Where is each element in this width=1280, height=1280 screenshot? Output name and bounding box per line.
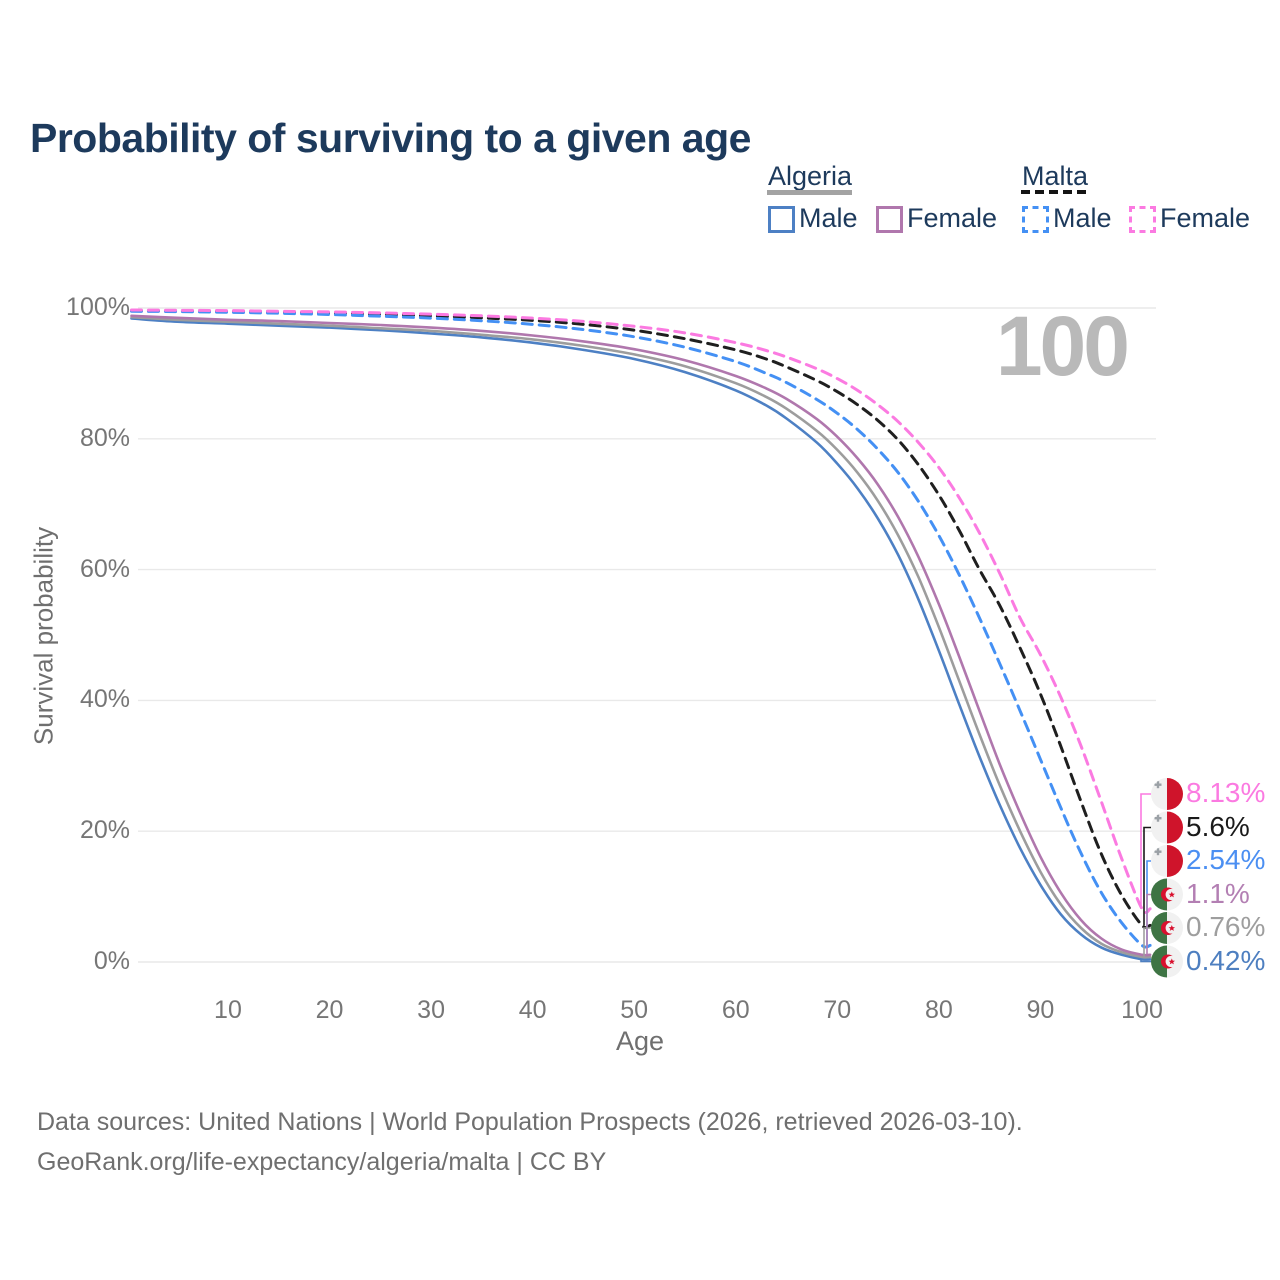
attribution-note: GeoRank.org/life-expectancy/algeria/malt… — [37, 1148, 607, 1176]
legend-swatch-malta-female[interactable] — [1129, 206, 1156, 233]
connector-malta-female — [1140, 793, 1151, 909]
legend-label-malta-male[interactable]: Male — [1053, 203, 1112, 233]
algeria-flag-icon — [1151, 878, 1183, 911]
curve-algeria-female — [130, 314, 1152, 957]
data-source-note: Data sources: United Nations | World Pop… — [37, 1108, 1023, 1136]
legend-swatch-algeria-male[interactable] — [768, 206, 795, 233]
legend-group-algeria[interactable]: Algeria — [768, 161, 853, 191]
algeria-flag-icon — [1151, 945, 1183, 978]
end-label-connectors — [1140, 793, 1151, 963]
legend-swatch-algeria-female[interactable] — [876, 206, 903, 233]
curve-algeria-male — [130, 317, 1152, 961]
legend-label-algeria-female[interactable]: Female — [907, 203, 998, 233]
survival-curves — [130, 308, 1152, 961]
curve-malta-female — [130, 308, 1152, 914]
algeria-flag-icon — [1151, 912, 1183, 944]
legend-underline-malta — [1021, 190, 1089, 194]
x-axis-title: Age — [615, 1026, 665, 1056]
connector-algeria-male — [1140, 959, 1151, 963]
age-watermark: 100 — [996, 299, 1127, 393]
malta-flag-icon — [1151, 811, 1183, 844]
flag-icons — [1151, 778, 1183, 978]
connector-malta-both — [1143, 826, 1151, 926]
connector-algeria-female — [1146, 893, 1151, 955]
legend-group-malta[interactable]: Malta — [1022, 161, 1089, 191]
legend-label-algeria-male[interactable]: Male — [799, 203, 858, 233]
legend-swatch-malta-male[interactable] — [1022, 206, 1049, 233]
page-title: Probability of surviving to a given age — [30, 115, 751, 162]
legend-label-malta-female[interactable]: Female — [1160, 203, 1251, 233]
legend-underline-algeria — [767, 190, 852, 195]
connector-algeria-both — [1143, 927, 1151, 957]
malta-flag-icon — [1151, 845, 1183, 877]
curve-malta-both — [130, 309, 1152, 930]
curve-malta-male — [130, 309, 1152, 949]
gridlines — [138, 307, 1156, 963]
curve-algeria-both — [130, 315, 1152, 959]
malta-flag-icon — [1151, 778, 1183, 810]
